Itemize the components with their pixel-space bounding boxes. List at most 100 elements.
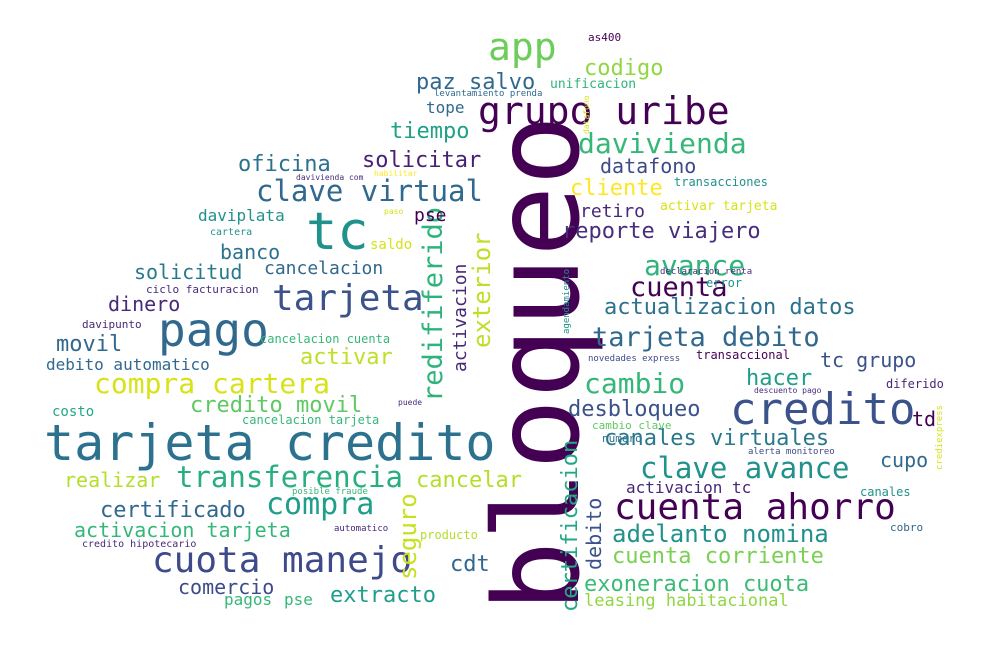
- word-redififerido: redififerido: [418, 206, 449, 402]
- word-transferencia: transferencia: [176, 460, 403, 494]
- word-datafono: datafono: [600, 154, 697, 178]
- word-retiro: retiro: [580, 201, 646, 222]
- word-solicitud: solicitud: [134, 260, 243, 284]
- word-hacer: hacer: [746, 366, 813, 391]
- word-tc: tc: [306, 202, 369, 262]
- word-activar: activar: [300, 345, 393, 370]
- word-puede: puede: [398, 398, 423, 407]
- word-codigo: codigo: [584, 56, 664, 81]
- word-daviplata: daviplata: [198, 206, 285, 225]
- word-compra-cartera: compra cartera: [94, 367, 331, 400]
- word-paso: paso: [384, 207, 404, 216]
- word-actualizacion-datos: actualizacion datos: [604, 295, 856, 320]
- word-cobro: cobro: [890, 521, 924, 534]
- word-oficina: oficina: [238, 152, 331, 177]
- word-saldo: saldo: [370, 237, 413, 253]
- word-activacion-tc: activacion tc: [626, 478, 752, 497]
- word-tc-grupo: tc grupo: [820, 348, 917, 372]
- word-davivienda: davivienda: [578, 127, 747, 160]
- word-avance: avance: [644, 249, 746, 282]
- word-solicitar: solicitar: [362, 148, 482, 173]
- word-pago: pago: [158, 303, 269, 357]
- word-comercio: comercio: [178, 575, 275, 599]
- word-dinero: dinero: [108, 292, 181, 316]
- word-activar-tarjeta: activar tarjeta: [660, 199, 778, 214]
- word-habilitar: habilitar: [374, 169, 418, 178]
- word-td: td: [912, 407, 937, 431]
- word-cuenta-ahorro: cuenta ahorro: [614, 487, 896, 528]
- word-davipunto: davipunto: [82, 318, 142, 331]
- word-cambio-clave: cambio clave: [592, 419, 672, 432]
- word-crediexpress: crediexpress: [935, 404, 945, 470]
- word-seguro: seguro: [394, 493, 422, 580]
- word-levantamiento-prenda: levantamiento prenda: [434, 89, 543, 99]
- word-cambio: cambio: [584, 367, 686, 400]
- word-paz-salvo: paz salvo: [416, 70, 536, 95]
- word-credito-movil: credito movil: [190, 393, 363, 418]
- word-adelanto-nomina: adelanto nomina: [612, 520, 829, 548]
- word-automatico: automatico: [334, 524, 389, 534]
- word-clave-avance: clave avance: [640, 451, 850, 485]
- word-cuenta: cuenta: [630, 272, 728, 303]
- word-banco: banco: [220, 240, 281, 264]
- word-cdt: cdt: [450, 552, 490, 577]
- word-cuota-manejo: cuota manejo: [152, 540, 413, 581]
- word-pse-2: pse: [284, 590, 313, 609]
- word-as400: as400: [588, 31, 622, 44]
- word-tiempo: tiempo: [390, 119, 470, 144]
- word-numero: numero: [602, 432, 642, 445]
- word-tarjeta: tarjeta: [272, 278, 424, 319]
- word-canales: canales: [860, 485, 911, 499]
- word-canales-virtuales: canales virtuales: [604, 426, 830, 451]
- word-cancelacion-tarjeta: cancelacion tarjeta: [242, 413, 380, 427]
- word-certificacion: certificacion: [558, 439, 583, 612]
- word-debito: debito: [582, 497, 606, 570]
- word-credito-hipotecario: credito hipotecario: [82, 539, 197, 550]
- word-debito-automatico: debito automatico: [46, 355, 210, 374]
- word-reporte-viajero: reporte viajero: [562, 219, 761, 244]
- word-tarjeta-credito: tarjeta credito: [44, 414, 496, 472]
- word-certificado: certificado: [100, 498, 246, 523]
- word-descuento-pago: descuento pago: [754, 386, 822, 395]
- word-grupo-uribe: grupo uribe: [478, 89, 730, 133]
- word-activacion-tarjeta: activacion tarjeta: [74, 518, 291, 542]
- word-tarjeta-debito: tarjeta debito: [592, 322, 820, 353]
- word-cuenta-corriente: cuenta corriente: [612, 544, 824, 569]
- word-unificacion: unificacion: [550, 77, 637, 92]
- word-exterior: exterior: [468, 232, 496, 348]
- word-app: app: [488, 25, 557, 69]
- word-posible-fraude: posible fraude: [292, 487, 368, 497]
- word-declaracion-renta: declaracion renta: [660, 267, 753, 277]
- word-davivienda-com: davivienda com: [296, 173, 364, 182]
- word-movil: movil: [56, 332, 123, 357]
- word-producto: producto: [420, 528, 478, 542]
- word-compra: compra: [266, 487, 375, 522]
- word-credito: credito: [730, 384, 916, 435]
- word-datafono-v: datafono: [582, 95, 591, 134]
- word-cancelar: cancelar: [416, 468, 522, 493]
- word-cupo: cupo: [880, 448, 929, 472]
- word-leasing-habitacional: leasing habitacional: [584, 591, 789, 611]
- word-cliente: cliente: [570, 176, 663, 201]
- word-costo: costo: [52, 404, 95, 420]
- word-transacciones: transacciones: [674, 175, 768, 189]
- word-cancelacion: cancelacion: [264, 258, 384, 279]
- word-extracto: extracto: [330, 583, 436, 608]
- word-tope: tope: [426, 98, 465, 117]
- word-error: error: [706, 276, 743, 290]
- word-diferido: diferido: [886, 377, 944, 391]
- word-transaccional: transaccional: [696, 348, 790, 362]
- word-activacion: activacion: [450, 263, 471, 372]
- word-cancelacion-cuenta: cancelacion cuenta: [260, 332, 391, 346]
- word-cartera: cartera: [210, 227, 253, 238]
- word-clave-virtual: clave virtual: [256, 174, 483, 208]
- word-pagos: pagos: [224, 590, 273, 609]
- word-pse-1: pse: [414, 205, 447, 226]
- word-desbloqueo: desbloqueo: [568, 397, 701, 422]
- word-agendamiento: agendamiento: [562, 268, 572, 334]
- word-realizar: realizar: [64, 468, 161, 492]
- word-alerta-monitoreo: alerta monitoreo: [748, 447, 835, 457]
- word-ciclo-facturacion: ciclo facturacion: [146, 283, 259, 296]
- word-novedades-express: novedades express: [588, 354, 681, 364]
